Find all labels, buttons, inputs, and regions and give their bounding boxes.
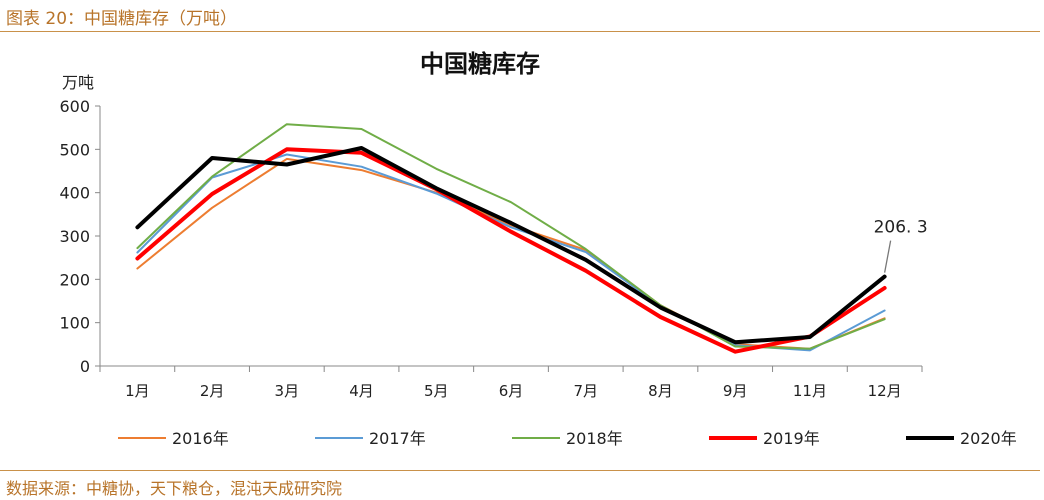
x-tick-label: 7月 [573, 382, 598, 400]
series-line-2020年 [135, 146, 887, 345]
y-tick-label: 100 [59, 314, 90, 333]
x-tick-label: 3月 [275, 382, 300, 400]
x-tick-label: 1月 [125, 382, 150, 400]
bottom-rule [0, 470, 1040, 471]
y-tick-label: 200 [59, 270, 90, 289]
legend-label: 2020年 [960, 429, 1017, 448]
y-tick-label: 600 [59, 97, 90, 116]
chart-title: 中国糖库存 [420, 49, 540, 78]
x-tick-label: 2月 [200, 382, 225, 400]
legend-label: 2016年 [172, 429, 229, 448]
y-tick-label: 500 [59, 140, 90, 159]
series-line-2018年 [136, 123, 886, 350]
top-rule [0, 31, 1040, 32]
y-axis-label: 万吨 [62, 73, 94, 92]
sugar-inventory-chart: 中国糖库存 万吨 0 100 200 300 400 500 600 1月 2月 3月 4月 5月 6月… [59, 49, 1017, 448]
source-note: 数据来源：中糖协，天下粮仓，混沌天成研究院 [6, 479, 343, 498]
y-tick-label: 300 [59, 227, 90, 246]
annotation-label: 206. 3 [874, 218, 928, 238]
x-tick-label: 8月 [648, 382, 673, 400]
x-tick-label: 5月 [424, 382, 449, 400]
series-layer [135, 123, 887, 354]
annotation-layer: 206. 3 [874, 218, 928, 273]
x-tick-label: 12月 [868, 382, 902, 400]
y-tick-label: 0 [80, 357, 90, 376]
x-tick-label: 4月 [349, 382, 374, 400]
x-tick-label: 6月 [499, 382, 524, 400]
annotation-leader-line [883, 240, 892, 273]
legend-label: 2018年 [566, 429, 623, 448]
legend-label: 2019年 [763, 429, 820, 448]
legend-label: 2017年 [369, 429, 426, 448]
series-line-2016年 [136, 157, 886, 350]
y-tick-label: 400 [59, 184, 90, 203]
x-tick-label: 11月 [793, 382, 827, 400]
figure-caption: 图表 20：中国糖库存（万吨） [6, 9, 238, 29]
x-tick-label: 9月 [723, 382, 748, 400]
axes: 0 100 200 300 400 500 600 1月 2月 3月 4月 5月 6月 7月 8月 9月 11月… [59, 97, 923, 400]
legend: 2016年 2017年 2018年 2019年 2020年 [118, 429, 1017, 448]
series-line-2019年 [135, 147, 887, 354]
